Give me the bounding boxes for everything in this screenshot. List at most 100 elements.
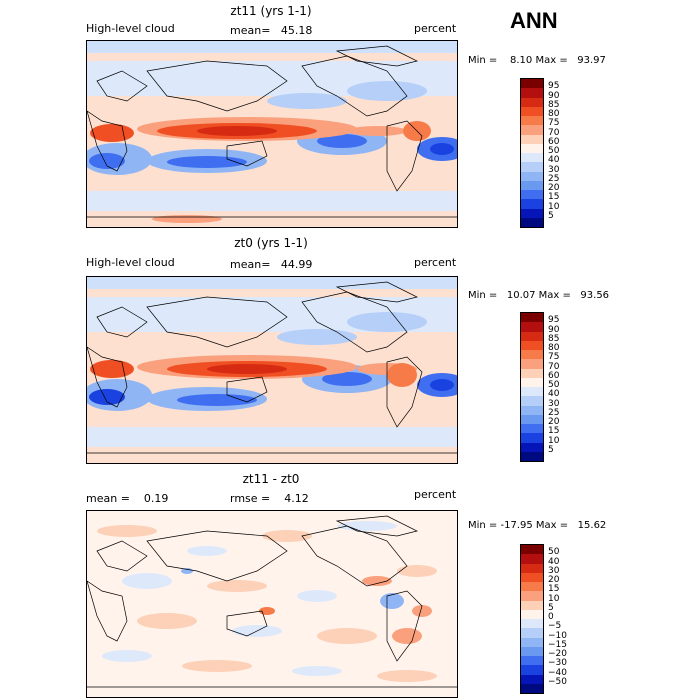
colorbar-tick-label: 0 bbox=[548, 612, 554, 622]
colorbar-tick-label: 5 bbox=[548, 444, 554, 455]
colorbar-cell bbox=[521, 674, 543, 684]
colorbar-tick-label: 70 bbox=[548, 127, 560, 138]
colorbar-cell bbox=[521, 116, 543, 126]
panel-3-map bbox=[86, 510, 458, 698]
colorbar-tick-label: −10 bbox=[548, 630, 567, 641]
colorbar-tick-label: 25 bbox=[548, 407, 560, 418]
colorbar-cell bbox=[521, 396, 543, 406]
colorbar-cell bbox=[521, 405, 543, 415]
colorbar-tick-label: 25 bbox=[548, 173, 560, 184]
colorbar-tick-label: 20 bbox=[548, 417, 560, 427]
colorbar-tick-label: 75 bbox=[548, 352, 560, 363]
colorbar-tick-label: 90 bbox=[548, 324, 560, 335]
panel-3-colorbar-labels: 50 40 30 20 15 10 5 0 −5 −10 −15 −20 −30 −40 −50 bbox=[548, 544, 588, 692]
colorbar-tick-label: −40 bbox=[548, 667, 567, 678]
colorbar-cell bbox=[521, 217, 543, 227]
colorbar-tick-label: 30 bbox=[548, 164, 560, 175]
colorbar-cell bbox=[521, 322, 543, 332]
panel-3-mean-label: mean = 0.19 bbox=[86, 492, 169, 505]
colorbar-cell bbox=[521, 331, 543, 341]
colorbar-tick-label: 60 bbox=[548, 370, 560, 381]
panel-2-minmax: Min = 10.07 Max = 93.56 bbox=[468, 290, 610, 301]
colorbar-tick-label: 85 bbox=[548, 333, 560, 344]
panel-3-rmse-label: rmse = 4.12 bbox=[230, 492, 309, 505]
colorbar-tick-label: 10 bbox=[548, 593, 560, 604]
colorbar-cell bbox=[521, 180, 543, 190]
colorbar-cell bbox=[521, 97, 543, 107]
colorbar-tick-label: 15 bbox=[548, 192, 560, 203]
colorbar-tick-label: −20 bbox=[548, 649, 567, 659]
panel-3-colorbar bbox=[520, 544, 544, 694]
colorbar-cell bbox=[521, 387, 543, 397]
colorbar-cell bbox=[521, 199, 543, 209]
colorbar-tick-label: 70 bbox=[548, 361, 560, 372]
colorbar-tick-label: 50 bbox=[548, 547, 560, 558]
colorbar-cell bbox=[521, 572, 543, 582]
colorbar-tick-label: 15 bbox=[548, 426, 560, 437]
colorbar-tick-label: 50 bbox=[548, 380, 560, 390]
colorbar-cell bbox=[521, 637, 543, 647]
panel-1-colorbar bbox=[520, 78, 544, 228]
panel-3-minmax: Min = -17.95 Max = 15.62 bbox=[468, 520, 607, 531]
colorbar-cell bbox=[521, 143, 543, 153]
panel-2-title: zt0 (yrs 1-1) bbox=[234, 236, 308, 250]
colorbar-cell bbox=[521, 433, 543, 443]
colorbar-cell bbox=[521, 582, 543, 592]
colorbar-cell bbox=[521, 134, 543, 144]
colorbar-cell bbox=[521, 646, 543, 656]
panel-2-mean-label: mean= 44.99 bbox=[230, 258, 313, 271]
colorbar-tick-label: −50 bbox=[548, 676, 567, 687]
colorbar-tick-label: 20 bbox=[548, 575, 560, 585]
colorbar-cell bbox=[521, 88, 543, 98]
colorbar-tick-label: 80 bbox=[548, 343, 560, 353]
colorbar-cell bbox=[521, 79, 543, 89]
panel-2-colorbar bbox=[520, 312, 544, 462]
colorbar-cell bbox=[521, 600, 543, 610]
panel-2-colorbar-labels: 95 90 85 80 75 70 60 50 40 30 25 20 15 10 5 bbox=[548, 312, 588, 460]
colorbar-tick-label: 10 bbox=[548, 435, 560, 446]
colorbar-cell bbox=[521, 665, 543, 675]
colorbar-tick-label: 95 bbox=[548, 81, 560, 92]
colorbar-cell bbox=[521, 162, 543, 172]
colorbar-tick-label: 40 bbox=[548, 556, 560, 567]
colorbar-cell bbox=[521, 350, 543, 360]
panel-3-title: zt11 - zt0 bbox=[242, 472, 300, 486]
colorbar-cell bbox=[521, 414, 543, 424]
season-title: ANN bbox=[510, 8, 558, 33]
colorbar-cell bbox=[521, 451, 543, 461]
colorbar-tick-label: 60 bbox=[548, 136, 560, 147]
colorbar-cell bbox=[521, 683, 543, 693]
colorbar-cell bbox=[521, 656, 543, 666]
colorbar-tick-label: 75 bbox=[548, 118, 560, 129]
panel-2-map bbox=[86, 276, 458, 464]
colorbar-cell bbox=[521, 359, 543, 369]
panel-1-mean-label: mean= 45.18 bbox=[230, 24, 313, 37]
panel-1-map bbox=[86, 40, 458, 228]
panel-1-minmax: Min = 8.10 Max = 93.97 bbox=[468, 55, 606, 66]
colorbar-tick-label: 85 bbox=[548, 99, 560, 110]
panel-2-units-label: percent bbox=[414, 256, 457, 269]
colorbar-tick-label: 80 bbox=[548, 109, 560, 119]
colorbar-tick-label: 15 bbox=[548, 584, 560, 595]
colorbar-cell bbox=[521, 377, 543, 387]
colorbar-cell bbox=[521, 340, 543, 350]
colorbar-cell bbox=[521, 628, 543, 638]
colorbar-cell bbox=[521, 125, 543, 135]
colorbar-tick-label: 5 bbox=[548, 210, 554, 221]
colorbar-cell bbox=[521, 190, 543, 200]
colorbar-cell bbox=[521, 424, 543, 434]
colorbar-cell bbox=[521, 563, 543, 573]
colorbar-cell bbox=[521, 313, 543, 323]
colorbar-cell bbox=[521, 208, 543, 218]
colorbar-cell bbox=[521, 554, 543, 564]
panel-1-left-label: High-level cloud bbox=[86, 22, 175, 35]
panel-1-colorbar-labels: 95 90 85 80 75 70 60 50 40 30 25 20 15 10 5 bbox=[548, 78, 588, 226]
colorbar-tick-label: 40 bbox=[548, 155, 560, 166]
colorbar-cell bbox=[521, 368, 543, 378]
colorbar-cell bbox=[521, 619, 543, 629]
colorbar-cell bbox=[521, 609, 543, 619]
colorbar-tick-label: 95 bbox=[548, 315, 560, 326]
colorbar-cell bbox=[521, 153, 543, 163]
colorbar-tick-label: 50 bbox=[548, 146, 560, 156]
panel-1-title: zt11 (yrs 1-1) bbox=[230, 4, 312, 18]
